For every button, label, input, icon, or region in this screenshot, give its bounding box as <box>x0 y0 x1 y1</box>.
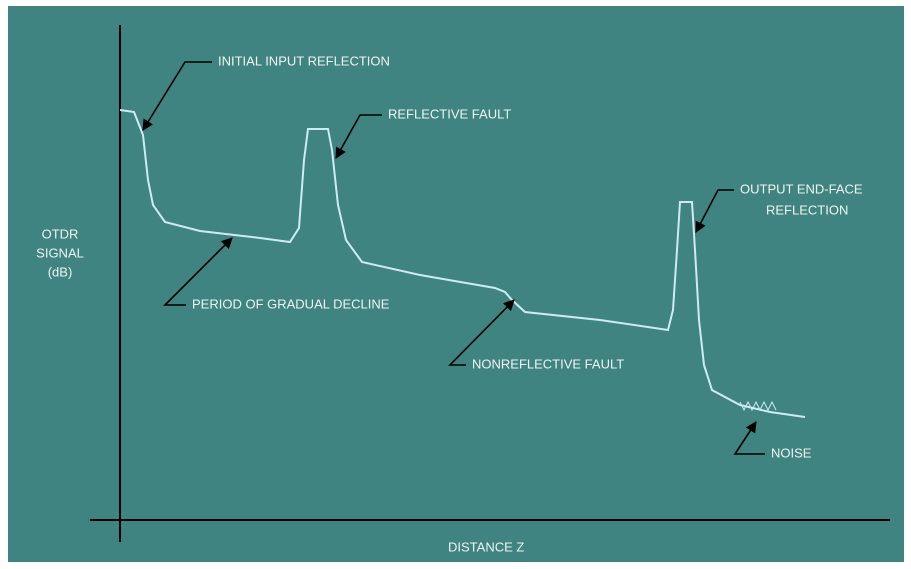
leader <box>448 299 515 366</box>
leader <box>163 237 233 306</box>
x-axis-label: DISTANCE Z <box>448 539 524 554</box>
annotation: INITIAL INPUT REFLECTION <box>218 53 390 68</box>
background <box>8 6 904 562</box>
y-axis-label: OTDR <box>42 226 79 241</box>
leader <box>142 61 212 131</box>
otdr-trace <box>119 109 806 418</box>
annotation: OUTPUT END-FACE <box>740 181 863 196</box>
noise-texture <box>739 400 777 412</box>
annotation: NONREFLECTIVE FAULT <box>472 356 624 371</box>
y-axis-label: (dB) <box>48 264 73 279</box>
leader <box>733 421 765 455</box>
leader <box>335 114 382 159</box>
annotation: REFLECTIVE FAULT <box>388 106 511 121</box>
annotation: PERIOD OF GRADUAL DECLINE <box>192 296 390 311</box>
y-axis-label: SIGNAL <box>36 245 84 260</box>
annotation: NOISE <box>771 445 812 460</box>
leader <box>695 189 734 233</box>
annotation: REFLECTION <box>766 202 848 217</box>
